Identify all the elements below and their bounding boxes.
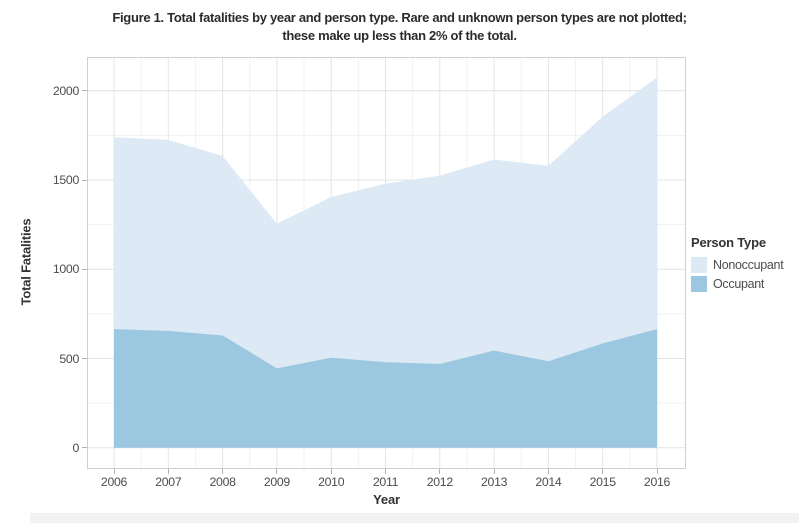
x-tick-label: 2008	[209, 475, 236, 489]
y-tick	[82, 268, 87, 270]
legend: Person Type Nonoccupant Occupant	[691, 235, 784, 295]
x-tick	[439, 469, 441, 474]
x-tick	[493, 469, 495, 474]
x-tick-label: 2015	[589, 475, 616, 489]
y-tick-label: 1500	[52, 173, 79, 188]
legend-swatch-nonoccupant	[691, 257, 707, 273]
x-tick-label: 2010	[318, 475, 345, 489]
y-tick	[82, 179, 87, 181]
y-tick-label: 2000	[52, 83, 79, 98]
x-tick-label: 2006	[100, 475, 128, 489]
area-nonoccupant	[114, 77, 657, 369]
x-tick	[276, 469, 278, 474]
y-tick	[82, 90, 87, 92]
x-tick	[602, 469, 604, 474]
y-tick-label: 500	[59, 351, 79, 366]
panel-border	[87, 57, 686, 469]
y-tick	[82, 447, 87, 449]
bottom-strip	[30, 513, 799, 523]
figure-title: Figure 1. Total fatalities by year and p…	[0, 9, 799, 45]
x-tick	[113, 469, 115, 474]
figure-title-line1: Figure 1. Total fatalities by year and p…	[112, 10, 687, 25]
legend-title: Person Type	[691, 235, 766, 250]
x-tick-label: 2013	[481, 475, 508, 489]
legend-swatch-occupant	[691, 276, 707, 292]
area-occupant	[114, 329, 657, 448]
legend-label-occupant: Occupant	[713, 277, 765, 291]
x-tick-label: 2016	[643, 475, 671, 489]
x-tick	[385, 469, 386, 474]
x-tick	[167, 469, 169, 474]
x-tick-label: 2012	[426, 475, 453, 489]
x-tick	[547, 469, 549, 474]
stacked-area-plot	[87, 57, 686, 469]
x-tick	[656, 469, 658, 474]
x-tick-label: 2011	[372, 475, 399, 489]
figure-title-line2: these make up less than 2% of the total.	[282, 28, 517, 43]
y-tick	[82, 358, 87, 360]
x-tick	[222, 469, 224, 474]
x-axis-title: Year	[373, 492, 400, 507]
y-tick-label: 0	[72, 440, 79, 455]
y-tick-label: 1000	[52, 262, 79, 277]
legend-item-nonoccupant: Nonoccupant	[691, 257, 784, 273]
x-tick-label: 2014	[535, 475, 562, 489]
x-tick-label: 2007	[155, 475, 182, 489]
x-tick-label: 2009	[263, 475, 290, 489]
legend-item-occupant: Occupant	[691, 276, 783, 292]
x-tick	[330, 469, 332, 474]
legend-label-nonoccupant: Nonoccupant	[713, 258, 784, 272]
